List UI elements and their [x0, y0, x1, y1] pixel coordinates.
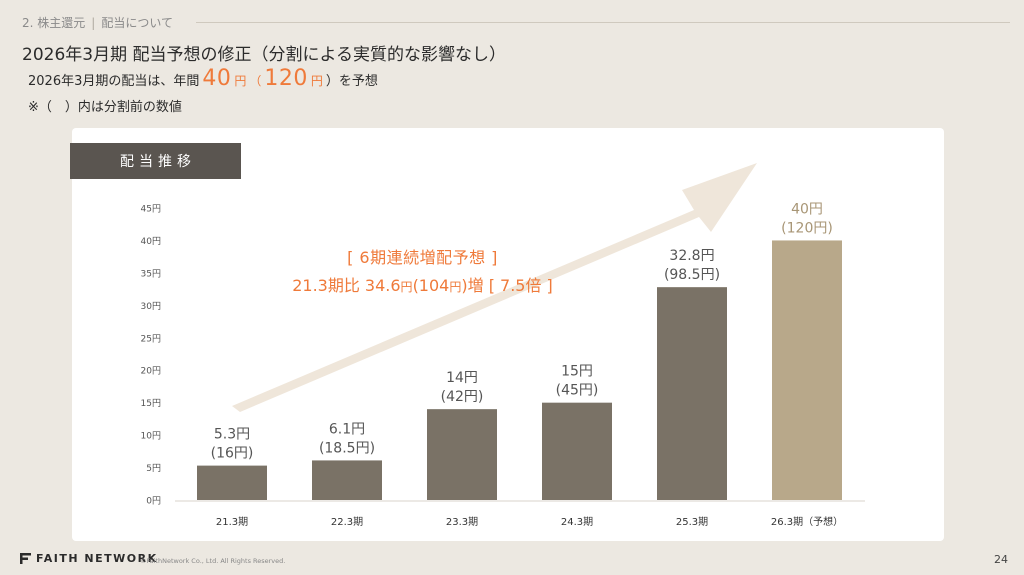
- annotation-part-d: 円: [449, 280, 462, 294]
- company-logo: FAITH NETWORK: [20, 552, 158, 565]
- growth-arrow: [232, 163, 757, 412]
- growth-arrow-shape: [232, 163, 757, 412]
- breadcrumb: 2. 株主還元 | 配当について: [22, 14, 173, 31]
- growth-annotation: [ 6期連続増配予想 ] 21.3期比 34.6円(104円)増 [ 7.5倍 …: [250, 244, 595, 296]
- annotation-line-2: 21.3期比 34.6円(104円)増 [ 7.5倍 ]: [250, 272, 595, 296]
- y-tick-label: 15円: [141, 398, 161, 409]
- bar-24.3期: [542, 402, 612, 500]
- annotation-part-a: 21.3期比 34.6: [292, 276, 401, 295]
- headline-unit-2: 円: [310, 74, 323, 88]
- y-axis: 0円 5円 10円 15円 20円 25円 30円 35円 40円 45円: [141, 204, 865, 507]
- bar-pre-split-label: (45円): [556, 383, 599, 399]
- bar-value-label: 5.3円: [214, 427, 250, 443]
- headline-suffix: ）を予想: [325, 74, 378, 89]
- y-tick-label: 45円: [141, 204, 161, 215]
- x-tick-label: 25.3期: [676, 516, 708, 528]
- headline-prefix: 2026年3月期の配当は、年間: [28, 74, 200, 89]
- bar-pre-split-label: (42円): [441, 389, 484, 405]
- bar-value-label: 32.8円: [669, 248, 714, 264]
- bar-value-label: 15円: [561, 364, 593, 380]
- bar-value-label: 40円: [791, 201, 823, 217]
- y-tick-label: 20円: [141, 366, 161, 377]
- breadcrumb-separator: |: [91, 15, 96, 30]
- bar-value-label: 14円: [446, 370, 478, 386]
- dividend-headline: 2026年3月期の配当は、年間 40 円 （ 120 円 ）を予想: [28, 66, 378, 91]
- x-axis: 21.3期 22.3期 23.3期 24.3期 25.3期 26.3期（予想）: [216, 515, 843, 528]
- bars: [197, 240, 842, 500]
- bar-25.3期: [657, 287, 727, 500]
- bar-pre-split-label: (16円): [211, 446, 254, 462]
- x-tick-label: 26.3期（予想）: [771, 515, 843, 528]
- bar-26.3期（予想）: [772, 240, 842, 500]
- bar-pre-split-label: (120円): [781, 220, 833, 236]
- logo-text: FAITH NETWORK: [36, 552, 158, 565]
- top-divider: [196, 22, 1010, 23]
- y-tick-label: 0円: [146, 496, 161, 507]
- bar-21.3期: [197, 465, 267, 500]
- bar-23.3期: [427, 409, 497, 500]
- x-tick-label: 23.3期: [446, 516, 478, 528]
- x-tick-label: 21.3期: [216, 516, 248, 528]
- bar-labels: 5.3円 (16円) 6.1円 (18.5円) 14円 (42円) 15円 (45円) 32.8…: [211, 201, 833, 461]
- y-tick-label: 40円: [141, 236, 161, 247]
- breadcrumb-section: 2. 株主還元: [22, 16, 86, 30]
- page-title: 2026年3月期 配当予想の修正（分割による実質的な影響なし）: [22, 45, 506, 65]
- annotation-part-e: )増 [ 7.5倍 ]: [461, 276, 553, 295]
- page-number: 24: [994, 553, 1008, 566]
- bar-pre-split-label: (98.5円): [664, 267, 720, 283]
- annotation-part-c: (104: [412, 276, 450, 295]
- breadcrumb-page: 配当について: [101, 16, 173, 30]
- y-tick-label: 35円: [141, 268, 161, 279]
- y-tick-label: 5円: [146, 463, 161, 474]
- headline-open-paren: （: [249, 74, 262, 88]
- headline-value-post-split: 40: [202, 66, 232, 91]
- bar-pre-split-label: (18.5円): [319, 440, 375, 456]
- x-tick-label: 22.3期: [331, 516, 363, 528]
- chart-legend-tag: 配当推移: [70, 143, 241, 179]
- y-tick-label: 10円: [141, 431, 161, 442]
- pre-split-note: ※（ ）内は分割前の数値: [28, 100, 182, 115]
- bar-22.3期: [312, 460, 382, 500]
- x-tick-label: 24.3期: [561, 516, 593, 528]
- headline-value-pre-split: 120: [264, 66, 308, 91]
- y-tick-label: 25円: [141, 333, 161, 344]
- bar-value-label: 6.1円: [329, 421, 365, 437]
- headline-unit-1: 円: [234, 74, 247, 88]
- logo-mark-icon: [20, 553, 31, 564]
- y-tick-label: 30円: [141, 301, 161, 312]
- annotation-part-b: 円: [400, 280, 413, 294]
- annotation-line-1: [ 6期連続増配予想 ]: [347, 248, 498, 267]
- copyright: ©FaithNetwork Co., Ltd. All Rights Reser…: [140, 557, 286, 565]
